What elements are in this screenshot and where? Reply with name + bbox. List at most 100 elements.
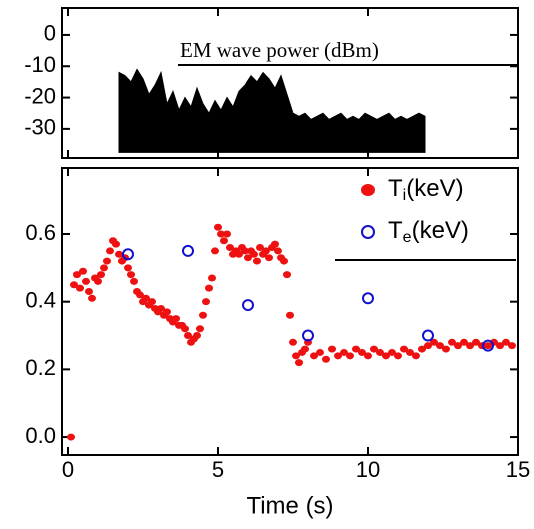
ti-point (388, 348, 396, 356)
bottom-frame (61, 167, 519, 456)
ti-point (88, 294, 96, 302)
x-tick-label: 15 (506, 457, 530, 482)
ti-point (508, 342, 516, 350)
ti-point (442, 345, 450, 353)
ti-point (163, 308, 171, 316)
y-tick-label: 0.2 (25, 355, 56, 380)
ti-point (94, 277, 102, 285)
ti-point (202, 298, 210, 306)
ti-point (454, 342, 462, 350)
ti-point (73, 271, 81, 279)
ti-point (289, 338, 297, 346)
y-tick-label: -20 (24, 83, 56, 108)
ti-point (214, 223, 222, 231)
ti-point (226, 244, 234, 252)
ti-point (382, 352, 390, 360)
ti-point (310, 352, 318, 360)
legend-label: Te(keV) (388, 217, 469, 246)
te-point (122, 248, 134, 261)
y-tick-label: 0.0 (25, 423, 56, 448)
ti-point (292, 352, 300, 360)
ti-point (100, 264, 108, 272)
power-area (118, 68, 426, 153)
ti-point (85, 288, 93, 296)
ti-point (328, 345, 336, 353)
te-point (302, 329, 314, 342)
ti-point (496, 342, 504, 350)
ti-point (79, 267, 87, 275)
ti-point (418, 345, 426, 353)
ti-point (205, 284, 213, 292)
ti-point (256, 244, 264, 252)
ti-point (142, 294, 150, 302)
ti-point (199, 311, 207, 319)
ti-point (244, 254, 252, 262)
ti-point (241, 247, 249, 255)
ti-point (103, 257, 111, 265)
ti-point (346, 352, 354, 360)
legend-marker (361, 184, 375, 196)
ti-point (280, 257, 288, 265)
ti-point (181, 325, 189, 333)
ti-point (394, 352, 402, 360)
ti-point (250, 250, 258, 258)
ti-point (253, 257, 261, 265)
y-tick-label: 0.6 (25, 220, 56, 245)
ti-point (406, 348, 414, 356)
ti-point (67, 433, 75, 441)
te-point (422, 329, 434, 342)
ti-point (400, 345, 408, 353)
ti-point (82, 277, 90, 285)
ti-point (484, 342, 492, 350)
y-tick-label: -10 (24, 52, 56, 77)
ti-point (130, 277, 138, 285)
ti-point (376, 348, 384, 356)
ti-point (148, 298, 156, 306)
ti-point (502, 338, 510, 346)
legend-marker (361, 225, 375, 239)
ti-point (283, 271, 291, 279)
ti-point (274, 247, 282, 255)
legend-label: Ti(keV) (388, 175, 464, 204)
ti-point (262, 247, 270, 255)
ti-point (196, 325, 204, 333)
ti-point (97, 271, 105, 279)
te-point (242, 299, 254, 312)
ti-point (217, 230, 225, 238)
ti-point (364, 352, 372, 360)
te-point (362, 292, 374, 305)
ti-point (430, 338, 438, 346)
ti-point (193, 332, 201, 340)
ti-point (112, 240, 120, 248)
ti-point (301, 345, 309, 353)
ti-point (340, 348, 348, 356)
ti-point (184, 332, 192, 340)
ti-point (472, 338, 480, 346)
ti-point (211, 247, 219, 255)
y-tick-label: -30 (24, 115, 56, 140)
ti-point (106, 247, 114, 255)
ti-point (271, 240, 279, 248)
ti-point (295, 359, 303, 367)
y-tick-label: 0 (44, 21, 56, 46)
ti-point (265, 254, 273, 262)
te-point (482, 339, 494, 352)
ti-point (322, 355, 330, 363)
y-tick-label: 0.4 (25, 287, 56, 312)
ti-point (208, 274, 216, 282)
ti-point (127, 271, 135, 279)
te-point (182, 244, 194, 257)
ti-point (286, 311, 294, 319)
ti-point (358, 348, 366, 356)
ti-point (235, 250, 243, 258)
ti-point (352, 345, 360, 353)
x-axis-label: Time (s) (246, 492, 333, 519)
panel-title: EM wave power (dBm) (180, 38, 379, 62)
ti-point (466, 342, 474, 350)
ti-point (157, 304, 165, 312)
ti-point (124, 264, 132, 272)
ti-point (436, 342, 444, 350)
x-tick-label: 5 (212, 457, 224, 482)
x-tick-label: 10 (356, 457, 380, 482)
